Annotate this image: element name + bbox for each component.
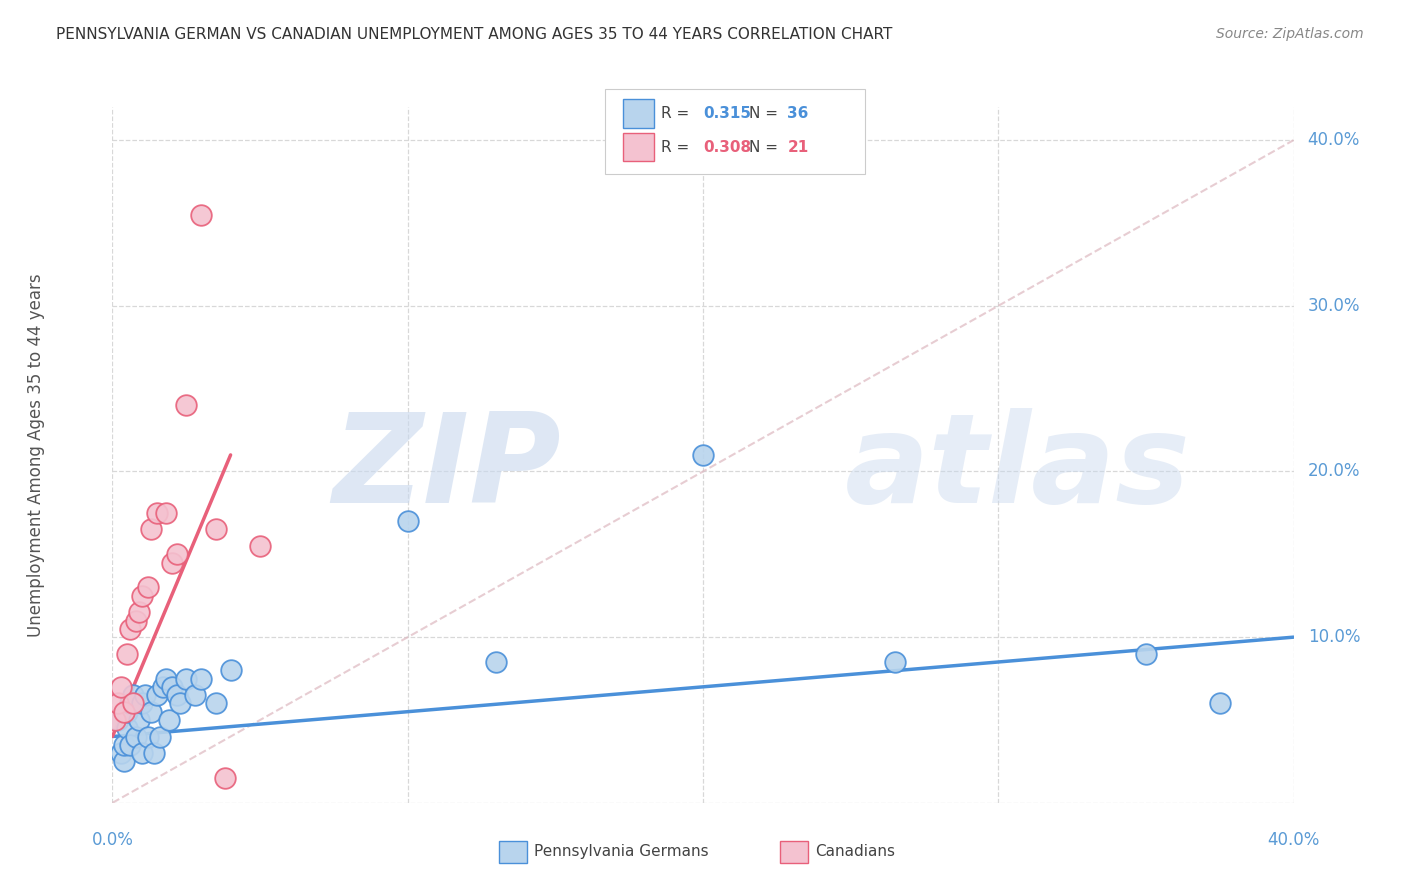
Point — [174, 398, 197, 412]
Point — [160, 680, 183, 694]
Text: 21: 21 — [787, 140, 808, 154]
Point — [190, 672, 212, 686]
Text: R =: R = — [661, 140, 689, 154]
Text: 36: 36 — [787, 106, 808, 120]
Point — [155, 506, 177, 520]
Text: N =: N = — [749, 106, 779, 120]
Point — [107, 713, 129, 727]
Text: 0.0%: 0.0% — [91, 830, 134, 848]
Text: N =: N = — [749, 140, 779, 154]
Point — [157, 713, 180, 727]
Point — [112, 705, 135, 719]
Point — [120, 738, 142, 752]
Point — [112, 755, 135, 769]
Point — [117, 721, 138, 735]
Point — [205, 697, 228, 711]
Point — [117, 705, 138, 719]
Text: Canadians: Canadians — [815, 845, 896, 859]
Point — [214, 771, 236, 785]
Point — [149, 730, 172, 744]
Point — [166, 688, 188, 702]
Point — [174, 672, 197, 686]
Point — [110, 746, 132, 760]
Point — [146, 688, 169, 702]
Text: 0.308: 0.308 — [703, 140, 751, 154]
Point — [146, 506, 169, 520]
Point — [131, 589, 153, 603]
Point — [136, 581, 159, 595]
Text: atlas: atlas — [845, 409, 1191, 529]
Point — [396, 514, 419, 528]
Point — [125, 730, 148, 744]
Point — [131, 697, 153, 711]
Point — [1208, 697, 1232, 711]
Text: 20.0%: 20.0% — [1308, 462, 1360, 481]
Text: PENNSYLVANIA GERMAN VS CANADIAN UNEMPLOYMENT AMONG AGES 35 TO 44 YEARS CORRELATI: PENNSYLVANIA GERMAN VS CANADIAN UNEMPLOY… — [56, 27, 893, 42]
Point — [139, 523, 162, 537]
Point — [107, 697, 129, 711]
Point — [120, 622, 142, 636]
Point — [249, 539, 271, 553]
Text: 30.0%: 30.0% — [1308, 297, 1360, 315]
Point — [160, 556, 183, 570]
Text: 10.0%: 10.0% — [1308, 628, 1360, 646]
Point — [104, 713, 127, 727]
Point — [152, 680, 174, 694]
Point — [128, 605, 150, 619]
Point — [122, 697, 145, 711]
Point — [125, 614, 148, 628]
Text: Unemployment Among Ages 35 to 44 years: Unemployment Among Ages 35 to 44 years — [27, 273, 45, 637]
Text: Source: ZipAtlas.com: Source: ZipAtlas.com — [1216, 27, 1364, 41]
Point — [110, 680, 132, 694]
Point — [134, 688, 156, 702]
Point — [139, 705, 162, 719]
Point — [884, 655, 907, 669]
Text: R =: R = — [661, 106, 689, 120]
Point — [205, 523, 228, 537]
Point — [155, 672, 177, 686]
Point — [485, 655, 508, 669]
Text: 40.0%: 40.0% — [1267, 830, 1320, 848]
Point — [112, 738, 135, 752]
Point — [117, 647, 138, 661]
Point — [219, 663, 242, 677]
Text: Pennsylvania Germans: Pennsylvania Germans — [534, 845, 709, 859]
Text: ZIP: ZIP — [333, 409, 561, 529]
Point — [169, 697, 191, 711]
Point — [1135, 647, 1157, 661]
Point — [128, 713, 150, 727]
Point — [136, 730, 159, 744]
Text: 0.315: 0.315 — [703, 106, 751, 120]
Point — [184, 688, 207, 702]
Point — [190, 208, 212, 222]
Point — [692, 448, 714, 462]
Point — [142, 746, 165, 760]
Point — [122, 688, 145, 702]
Text: 40.0%: 40.0% — [1308, 131, 1360, 149]
Point — [120, 697, 142, 711]
Point — [166, 547, 188, 561]
Point — [131, 746, 153, 760]
